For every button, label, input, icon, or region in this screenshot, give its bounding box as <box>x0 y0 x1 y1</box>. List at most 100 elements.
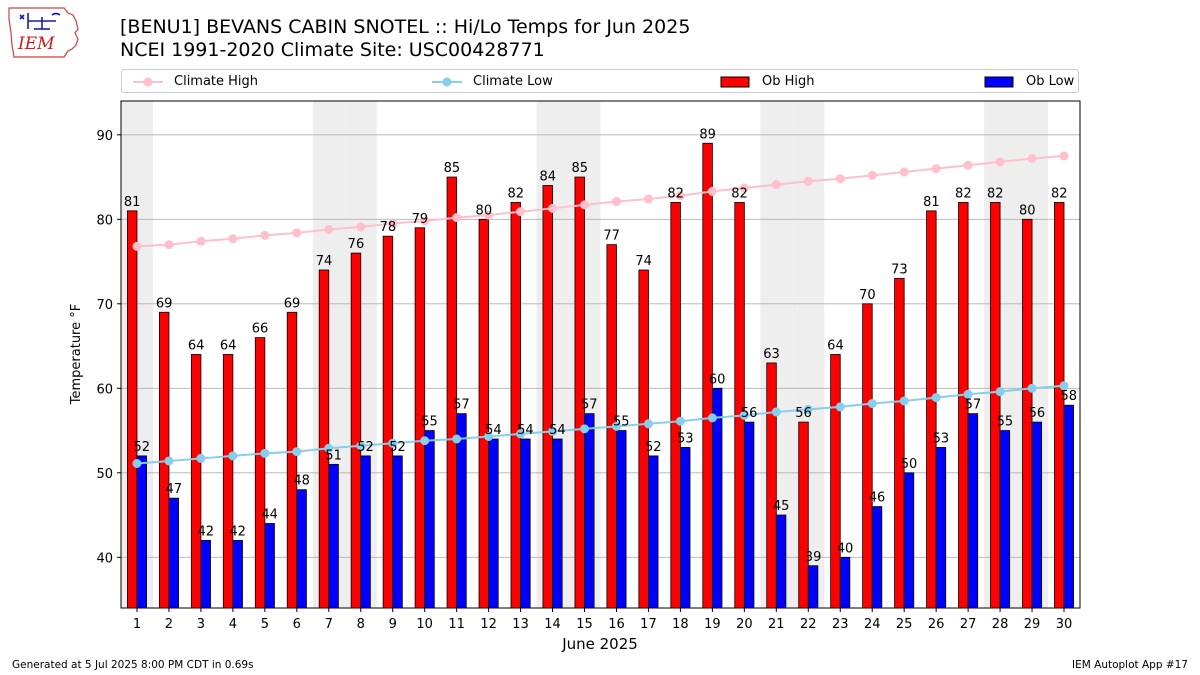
x-tick-label-17: 17 <box>640 617 657 632</box>
climate-high-point-7 <box>324 224 334 234</box>
x-tick-label-2: 2 <box>165 617 173 632</box>
climate-low-point-11 <box>452 434 462 444</box>
ob-low-bar-10 <box>424 430 435 609</box>
ob-high-label-23: 64 <box>827 339 844 354</box>
climate-high-point-21 <box>771 180 781 190</box>
climate-low-point-15 <box>580 424 590 434</box>
ob-low-bar-23 <box>839 556 851 609</box>
ob-high-bar-18 <box>670 201 681 609</box>
ob-high-label-28: 82 <box>987 186 1004 201</box>
climate-low-point-12 <box>484 431 494 441</box>
ob-low-label-17: 52 <box>645 440 662 455</box>
ob-high-bar-21 <box>766 362 777 609</box>
legend-label-climate-low: Climate Low <box>473 74 553 89</box>
climate-high-point-4 <box>228 234 238 244</box>
climate-low-point-4 <box>228 451 238 461</box>
y-tick-label-80: 80 <box>96 213 113 228</box>
climate-high-point-5 <box>260 230 270 240</box>
x-tick-label-24: 24 <box>864 617 881 632</box>
ob-low-bar-12 <box>488 438 499 609</box>
climate-high-point-29 <box>1027 153 1037 163</box>
climate-high-point-12 <box>484 210 494 220</box>
ob-high-label-24: 70 <box>859 288 876 303</box>
climate-low-point-21 <box>771 407 781 417</box>
ob-low-bar-7 <box>328 463 339 609</box>
climate-high-point-11 <box>452 213 462 223</box>
ob-low-label-8: 52 <box>357 440 374 455</box>
ob-high-label-27: 82 <box>955 186 972 201</box>
x-tick-label-15: 15 <box>576 617 593 632</box>
ob-high-bar-28 <box>990 201 1001 609</box>
climate-low-point-7 <box>324 443 334 453</box>
plot-frame <box>120 100 1081 609</box>
climate-low-point-30 <box>1059 381 1069 391</box>
x-tick-label-29: 29 <box>1024 617 1041 632</box>
ob-high-bar-15 <box>574 176 585 609</box>
ob-high-label-18: 82 <box>667 186 684 201</box>
x-tick-label-18: 18 <box>672 617 689 632</box>
ob-low-label-11: 57 <box>453 398 470 413</box>
ob-low-label-12: 54 <box>485 423 502 438</box>
ob-high-label-3: 64 <box>188 339 205 354</box>
ob-low-bar-4 <box>232 540 243 609</box>
x-tick-label-8: 8 <box>357 617 365 632</box>
climate-low-point-24 <box>867 399 877 409</box>
x-tick-label-3: 3 <box>197 617 205 632</box>
x-tick-label-6: 6 <box>293 617 301 632</box>
climate-high-point-19 <box>707 186 717 196</box>
x-tick-label-16: 16 <box>608 617 625 632</box>
ob-high-label-2: 69 <box>156 296 173 311</box>
ob-low-bar-16 <box>616 430 627 609</box>
ob-high-bar-5 <box>254 337 266 609</box>
ob-high-label-17: 74 <box>635 254 652 269</box>
climate-low-point-1 <box>132 459 142 469</box>
climate-high-point-14 <box>548 203 558 213</box>
climate-lines <box>132 151 1069 469</box>
x-tick-label-11: 11 <box>448 617 465 632</box>
ob-high-bar-7 <box>318 269 330 609</box>
ob-high-label-13: 82 <box>508 186 525 201</box>
x-tick-label-28: 28 <box>992 617 1009 632</box>
climate-high-point-9 <box>388 219 398 229</box>
y-tick-label-70: 70 <box>96 298 113 313</box>
ob-high-bar-3 <box>190 354 202 609</box>
ob-low-label-16: 55 <box>613 415 630 430</box>
x-tick-label-10: 10 <box>416 617 433 632</box>
climate-high-point-18 <box>675 191 685 201</box>
climate-low-point-16 <box>611 421 621 431</box>
climate-low-point-26 <box>931 393 941 403</box>
climate-low-point-5 <box>260 448 270 458</box>
chart-title: [BENU1] BEVANS CABIN SNOTEL :: Hi/Lo Tem… <box>120 16 691 38</box>
climate-high-swatch <box>133 77 163 87</box>
climate-low-point-17 <box>643 419 653 429</box>
x-tick-label-1: 1 <box>133 617 141 632</box>
x-tick-label-13: 13 <box>512 617 529 632</box>
ob-low-bar-28 <box>999 430 1011 609</box>
climate-high-point-20 <box>739 183 749 193</box>
climate-low-point-22 <box>803 404 813 414</box>
ob-low-label-9: 52 <box>389 440 406 455</box>
ob-high-label-30: 82 <box>1051 186 1068 201</box>
x-tick-label-5: 5 <box>261 617 269 632</box>
climate-high-point-2 <box>164 240 174 250</box>
ob-high-bar-11 <box>446 176 458 609</box>
ob-high-bar-12 <box>478 218 490 609</box>
x-tick-label-19: 19 <box>704 617 721 632</box>
climate-low-point-6 <box>292 447 302 457</box>
legend: Climate High Climate Low Ob High Ob Low <box>121 69 1079 93</box>
ob-high-bar-30 <box>1054 201 1065 609</box>
ob-high-label-12: 80 <box>476 203 493 218</box>
climate-high-line <box>136 154 1065 248</box>
x-axis-label: June 2025 <box>561 635 638 653</box>
app-credit: IEM Autoplot App #17 <box>1072 659 1188 671</box>
climate-low-swatch <box>432 77 462 87</box>
x-tick-label-14: 14 <box>544 617 561 632</box>
ob-low-bar-22 <box>807 565 819 609</box>
climate-high-point-27 <box>963 160 973 170</box>
ob-low-label-23: 40 <box>837 541 854 556</box>
ob-low-label-6: 48 <box>293 474 310 489</box>
ob-high-label-6: 69 <box>284 296 301 311</box>
logo-text: IEM <box>17 34 55 54</box>
ob-low-label-22: 39 <box>805 550 822 565</box>
